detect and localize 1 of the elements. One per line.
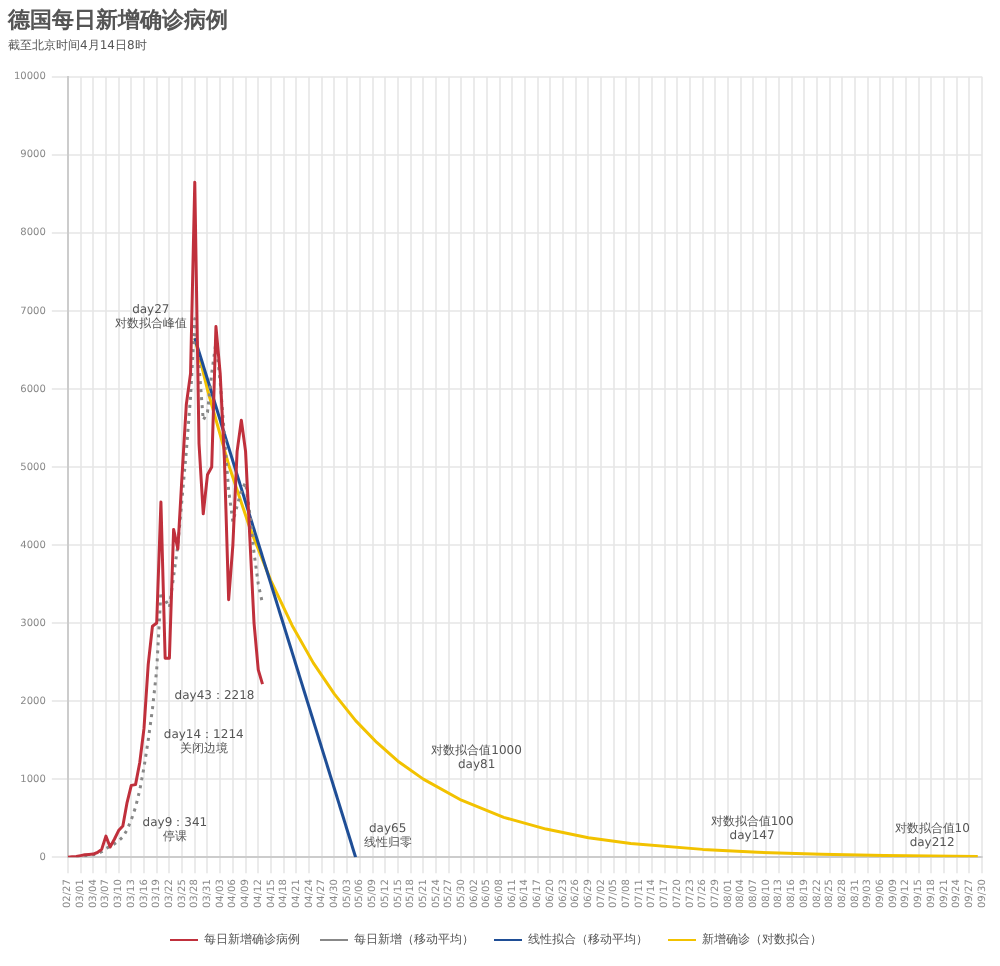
chart-title: 德国每日新增确诊病例	[6, 6, 228, 33]
